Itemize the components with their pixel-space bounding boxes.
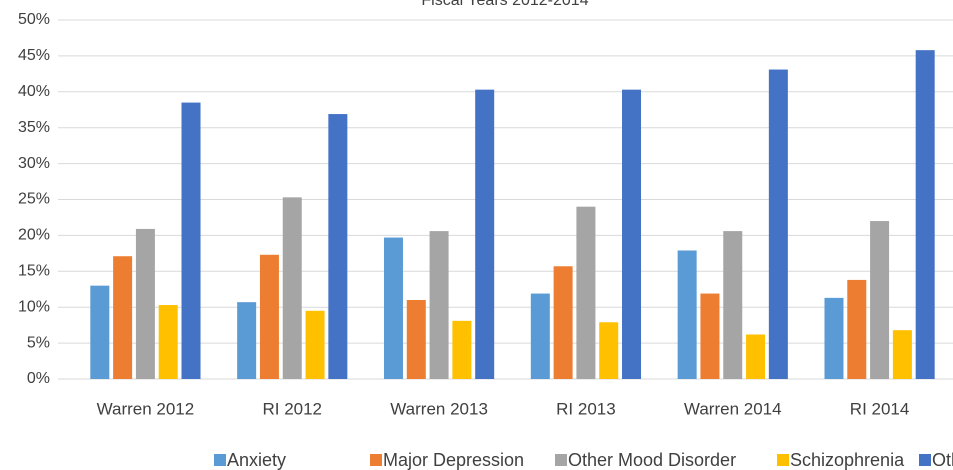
y-tick-label: 10%	[18, 298, 50, 315]
bar	[113, 256, 133, 379]
bar	[237, 302, 257, 379]
bar	[700, 293, 720, 379]
x-tick-label: Warren 2014	[684, 399, 782, 418]
legend-label: Major Depression	[383, 450, 524, 470]
y-tick-label: 35%	[18, 119, 50, 136]
chart-title: Fiscal Years 2012-2014	[421, 0, 588, 9]
bar	[158, 305, 178, 379]
y-tick-label: 15%	[18, 263, 50, 280]
bar	[90, 285, 110, 379]
bar	[915, 50, 935, 379]
x-tick-label: Warren 2013	[390, 399, 488, 418]
legend-swatch	[214, 454, 226, 466]
bar	[383, 237, 403, 379]
legend-label: Other	[932, 450, 953, 470]
y-tick-label: 0%	[27, 370, 50, 387]
bar	[576, 206, 596, 379]
bar	[305, 310, 325, 379]
bar	[723, 231, 743, 379]
bar	[328, 114, 348, 380]
x-tick-label: RI 2014	[850, 399, 910, 418]
y-tick-label: 50%	[18, 11, 50, 28]
bar	[553, 266, 573, 379]
bar	[282, 197, 302, 379]
y-tick-label: 30%	[18, 155, 50, 172]
bar	[475, 89, 495, 380]
bar	[892, 330, 912, 379]
bar	[746, 334, 766, 379]
y-tick-label: 20%	[18, 227, 50, 244]
bar	[870, 221, 890, 379]
bar	[452, 320, 472, 379]
bar	[847, 279, 867, 379]
bar	[406, 300, 426, 379]
legend-label: Other Mood Disorder	[568, 450, 736, 470]
bar	[530, 293, 550, 379]
bar	[181, 102, 201, 379]
bar	[824, 297, 844, 379]
legend-swatch	[370, 454, 382, 466]
bar	[135, 228, 155, 379]
x-tick-label: Warren 2012	[97, 399, 195, 418]
legend-swatch	[777, 454, 789, 466]
legend-swatch	[919, 454, 931, 466]
bar	[429, 231, 449, 379]
x-tick-label: RI 2012	[262, 399, 322, 418]
y-tick-label: 5%	[27, 334, 50, 351]
y-tick-label: 45%	[18, 47, 50, 64]
legend-label: Anxiety	[227, 450, 286, 470]
bar	[599, 322, 619, 379]
legend-label: Schizophrenia	[790, 450, 905, 470]
x-tick-label: RI 2013	[556, 399, 616, 418]
bar	[622, 89, 642, 380]
bar	[768, 69, 788, 380]
bar	[259, 254, 279, 379]
y-tick-label: 25%	[18, 191, 50, 208]
legend-swatch	[555, 454, 567, 466]
y-tick-label: 40%	[18, 83, 50, 100]
bar	[677, 250, 697, 379]
